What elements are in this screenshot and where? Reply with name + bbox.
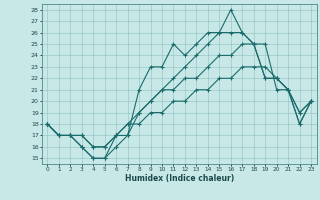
X-axis label: Humidex (Indice chaleur): Humidex (Indice chaleur)	[124, 174, 234, 183]
